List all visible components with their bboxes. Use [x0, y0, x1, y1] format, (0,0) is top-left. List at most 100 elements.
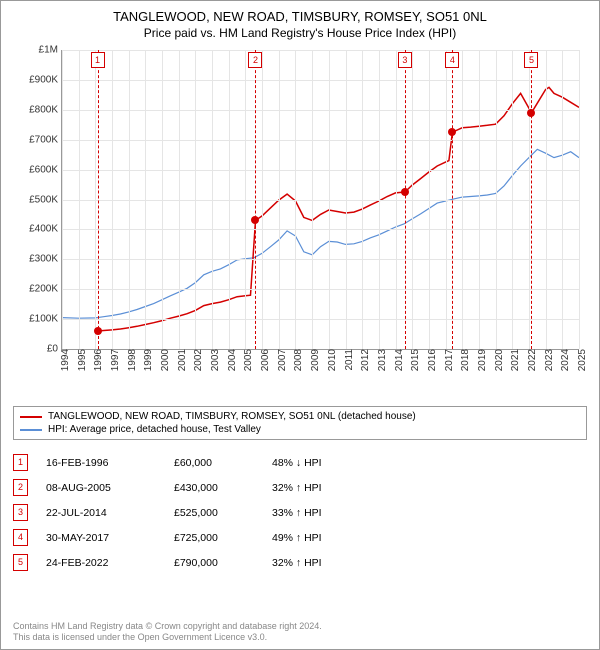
sales-row-price: £790,000	[174, 557, 254, 569]
gridline-h	[62, 110, 579, 111]
x-axis-label: 2021	[508, 349, 521, 371]
sale-vline	[405, 50, 406, 349]
x-axis-label: 1998	[125, 349, 138, 371]
sales-row-date: 22-JUL-2014	[46, 507, 156, 519]
x-axis-label: 2000	[158, 349, 171, 371]
x-axis-label: 2007	[275, 349, 288, 371]
gridline-v	[496, 50, 497, 349]
gridline-v	[396, 50, 397, 349]
sales-row-num: 5	[13, 554, 28, 571]
gridline-v	[262, 50, 263, 349]
sales-row: 322-JUL-2014£525,00033% ↑ HPI	[13, 500, 587, 525]
gridline-v	[279, 50, 280, 349]
x-axis-label: 1996	[91, 349, 104, 371]
gridline-v	[195, 50, 196, 349]
gridline-v	[95, 50, 96, 349]
y-axis-label: £100K	[29, 314, 62, 325]
x-axis-label: 2023	[542, 349, 555, 371]
x-axis-label: 2015	[408, 349, 421, 371]
gridline-v	[179, 50, 180, 349]
chart-subtitle: Price paid vs. HM Land Registry's House …	[13, 26, 587, 40]
sales-row: 5 24-FEB-2022 £790,000 32% ↑ HPI	[13, 550, 587, 575]
footer-line1: Contains HM Land Registry data © Crown c…	[13, 621, 587, 632]
sales-row-pct: 32% ↑ HPI	[272, 482, 322, 494]
x-axis-label: 2025	[575, 349, 588, 371]
sale-marker: 5	[524, 52, 538, 68]
y-axis-label: £800K	[29, 104, 62, 115]
y-axis-label: £700K	[29, 134, 62, 145]
footer: Contains HM Land Registry data © Crown c…	[13, 621, 587, 644]
sales-row-price: £430,000	[174, 482, 254, 494]
y-axis-label: £500K	[29, 194, 62, 205]
sale-marker: 3	[398, 52, 412, 68]
gridline-v	[479, 50, 480, 349]
gridline-v	[512, 50, 513, 349]
x-axis-label: 2006	[258, 349, 271, 371]
x-axis-label: 2022	[525, 349, 538, 371]
sales-row: 2 08-AUG-2005 £430,000 32% ↑ HPI	[13, 475, 587, 500]
sale-dot	[448, 128, 456, 136]
sales-row-date: 08-AUG-2005	[46, 482, 156, 494]
chart-container: TANGLEWOOD, NEW ROAD, TIMSBURY, ROMSEY, …	[0, 0, 600, 650]
sale-dot	[251, 216, 259, 224]
x-axis-label: 2004	[225, 349, 238, 371]
sales-row-pct: 32% ↑ HPI	[272, 557, 322, 569]
sales-row-num: 3	[13, 504, 28, 521]
legend-swatch	[20, 416, 42, 418]
gridline-v	[245, 50, 246, 349]
sales-row-date: 30-MAY-2017	[46, 532, 156, 544]
sales-row-num: 2	[13, 479, 28, 496]
x-axis-label: 2017	[442, 349, 455, 371]
gridline-v	[212, 50, 213, 349]
gridline-v	[162, 50, 163, 349]
sale-dot	[401, 188, 409, 196]
x-axis-label: 2002	[191, 349, 204, 371]
chart-title: TANGLEWOOD, NEW ROAD, TIMSBURY, ROMSEY, …	[13, 9, 587, 24]
x-axis-label: 2016	[425, 349, 438, 371]
sales-row-pct: 49% ↑ HPI	[272, 532, 322, 544]
x-axis-label: 2009	[308, 349, 321, 371]
y-axis-label: £900K	[29, 74, 62, 85]
x-axis-label: 1997	[108, 349, 121, 371]
x-axis-label: 2018	[458, 349, 471, 371]
sales-row-date: 24-FEB-2022	[46, 557, 156, 569]
x-axis-label: 2019	[475, 349, 488, 371]
gridline-h	[62, 259, 579, 260]
x-axis-label: 1994	[58, 349, 71, 371]
sales-row-price: £525,000	[174, 507, 254, 519]
sale-vline	[452, 50, 453, 349]
x-axis-label: 2012	[358, 349, 371, 371]
y-axis-label: £1M	[39, 45, 62, 56]
legend-label: HPI: Average price, detached house, Test…	[48, 424, 261, 435]
x-axis-label: 2001	[175, 349, 188, 371]
gridline-v	[79, 50, 80, 349]
x-axis-label: 2008	[291, 349, 304, 371]
gridline-h	[62, 170, 579, 171]
gridline-h	[62, 140, 579, 141]
gridline-h	[62, 319, 579, 320]
gridline-v	[529, 50, 530, 349]
gridline-v	[145, 50, 146, 349]
gridline-v	[62, 50, 63, 349]
gridline-v	[129, 50, 130, 349]
sales-row-num: 4	[13, 529, 28, 546]
sale-dot	[527, 109, 535, 117]
legend-row: HPI: Average price, detached house, Test…	[20, 423, 580, 436]
series-hpi	[62, 149, 579, 318]
gridline-v	[562, 50, 563, 349]
gridline-v	[229, 50, 230, 349]
sale-vline	[255, 50, 256, 349]
sales-row-pct: 48% ↓ HPI	[272, 457, 322, 469]
series-price_paid	[98, 87, 580, 331]
legend-swatch	[20, 429, 42, 431]
gridline-v	[446, 50, 447, 349]
x-axis-label: 1995	[75, 349, 88, 371]
sales-row: 430-MAY-2017£725,00049% ↑ HPI	[13, 525, 587, 550]
x-axis-label: 1999	[141, 349, 154, 371]
y-axis-label: £600K	[29, 164, 62, 175]
x-axis-label: 2003	[208, 349, 221, 371]
footer-line2: This data is licensed under the Open Gov…	[13, 632, 587, 643]
y-axis-label: £200K	[29, 284, 62, 295]
sale-vline	[98, 50, 99, 349]
gridline-v	[429, 50, 430, 349]
